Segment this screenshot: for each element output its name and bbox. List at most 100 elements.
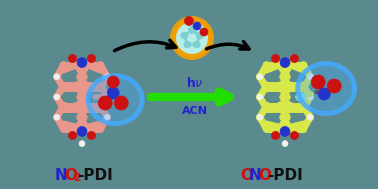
Circle shape — [307, 94, 313, 100]
Circle shape — [307, 114, 313, 120]
Circle shape — [271, 131, 280, 139]
Circle shape — [84, 126, 90, 132]
Circle shape — [287, 85, 293, 92]
Circle shape — [68, 131, 77, 139]
Ellipse shape — [299, 64, 354, 112]
Circle shape — [79, 141, 85, 146]
Circle shape — [81, 94, 87, 100]
Circle shape — [287, 82, 293, 88]
Circle shape — [176, 22, 208, 54]
Circle shape — [287, 102, 293, 109]
Circle shape — [60, 62, 67, 68]
Circle shape — [277, 126, 283, 132]
Circle shape — [97, 82, 104, 88]
Circle shape — [307, 94, 313, 100]
Circle shape — [290, 54, 299, 63]
Circle shape — [77, 58, 87, 67]
Circle shape — [74, 62, 80, 68]
Circle shape — [54, 114, 60, 120]
Circle shape — [257, 74, 263, 80]
Ellipse shape — [89, 77, 141, 123]
Circle shape — [54, 94, 60, 100]
Circle shape — [104, 114, 110, 120]
Circle shape — [280, 94, 287, 100]
Circle shape — [300, 82, 307, 88]
Circle shape — [81, 114, 87, 120]
Circle shape — [84, 85, 90, 92]
Circle shape — [84, 105, 90, 112]
Circle shape — [77, 114, 83, 120]
Circle shape — [104, 74, 110, 80]
Circle shape — [104, 94, 110, 100]
Circle shape — [257, 94, 263, 100]
Circle shape — [84, 102, 90, 109]
Circle shape — [170, 16, 214, 60]
Circle shape — [284, 74, 290, 80]
Circle shape — [60, 85, 67, 92]
Circle shape — [173, 19, 211, 57]
Circle shape — [263, 62, 270, 68]
Circle shape — [300, 85, 307, 92]
Circle shape — [296, 92, 305, 101]
Circle shape — [311, 75, 325, 89]
Circle shape — [277, 105, 283, 112]
Circle shape — [282, 141, 288, 146]
Circle shape — [263, 82, 270, 88]
Circle shape — [54, 94, 60, 100]
Circle shape — [290, 131, 299, 139]
Circle shape — [300, 62, 307, 68]
Circle shape — [257, 94, 263, 100]
Circle shape — [284, 94, 290, 100]
Circle shape — [97, 62, 104, 68]
Circle shape — [280, 58, 290, 67]
Circle shape — [84, 62, 90, 68]
Circle shape — [277, 62, 283, 68]
Circle shape — [97, 126, 104, 132]
Circle shape — [193, 41, 200, 48]
Circle shape — [97, 105, 104, 112]
Circle shape — [280, 126, 290, 136]
Circle shape — [263, 102, 270, 109]
Text: -PDI: -PDI — [267, 167, 303, 183]
Circle shape — [81, 74, 87, 80]
Circle shape — [257, 114, 263, 120]
Circle shape — [189, 26, 195, 33]
Circle shape — [74, 102, 80, 109]
Circle shape — [181, 32, 188, 39]
Circle shape — [300, 105, 307, 112]
Circle shape — [277, 102, 283, 109]
Circle shape — [193, 22, 201, 30]
Text: O: O — [258, 167, 271, 183]
Text: ACN: ACN — [182, 106, 208, 116]
Text: O: O — [64, 167, 77, 183]
Circle shape — [84, 82, 90, 88]
Circle shape — [87, 131, 96, 139]
Circle shape — [77, 126, 87, 136]
Circle shape — [74, 126, 80, 132]
Circle shape — [54, 114, 60, 120]
Circle shape — [200, 28, 208, 36]
Circle shape — [287, 105, 293, 112]
Circle shape — [196, 32, 203, 39]
Circle shape — [60, 82, 67, 88]
Circle shape — [176, 22, 208, 54]
Circle shape — [114, 96, 128, 110]
Text: N: N — [55, 167, 68, 183]
Circle shape — [300, 126, 307, 132]
Circle shape — [74, 82, 80, 88]
Circle shape — [97, 102, 104, 109]
Circle shape — [60, 102, 67, 109]
Circle shape — [54, 74, 60, 80]
Text: N: N — [249, 167, 262, 183]
Circle shape — [107, 87, 119, 99]
Text: O: O — [240, 167, 253, 183]
Circle shape — [327, 79, 341, 93]
Circle shape — [257, 74, 263, 80]
Circle shape — [280, 74, 287, 80]
Circle shape — [184, 41, 191, 48]
Circle shape — [318, 88, 330, 100]
Circle shape — [263, 85, 270, 92]
Circle shape — [184, 16, 194, 26]
Circle shape — [257, 114, 263, 120]
Circle shape — [277, 82, 283, 88]
